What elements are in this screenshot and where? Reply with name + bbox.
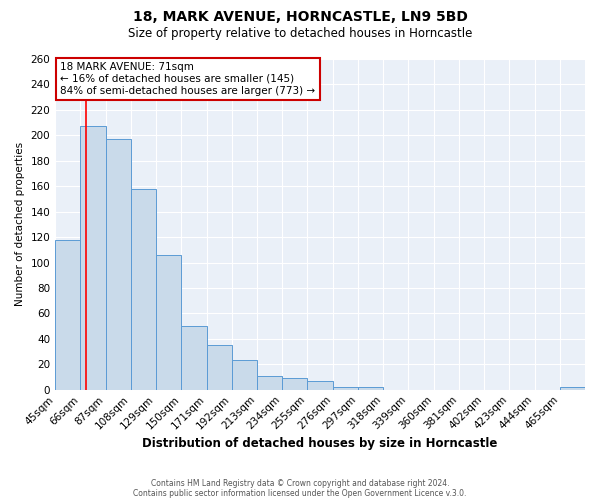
Text: Contains public sector information licensed under the Open Government Licence v.: Contains public sector information licen… [133, 488, 467, 498]
Bar [332, 387, 358, 390]
X-axis label: Distribution of detached houses by size in Horncastle: Distribution of detached houses by size … [142, 437, 498, 450]
Bar [232, 360, 257, 390]
Bar [282, 378, 307, 390]
Text: Contains HM Land Registry data © Crown copyright and database right 2024.: Contains HM Land Registry data © Crown c… [151, 478, 449, 488]
Bar [181, 326, 206, 390]
Bar [156, 255, 181, 390]
Bar [307, 381, 332, 390]
Text: 18 MARK AVENUE: 71sqm
← 16% of detached houses are smaller (145)
84% of semi-det: 18 MARK AVENUE: 71sqm ← 16% of detached … [61, 62, 316, 96]
Text: Size of property relative to detached houses in Horncastle: Size of property relative to detached ho… [128, 28, 472, 40]
Bar [106, 139, 131, 390]
Bar [55, 240, 80, 390]
Y-axis label: Number of detached properties: Number of detached properties [15, 142, 25, 306]
Bar [206, 345, 232, 390]
Bar [131, 188, 156, 390]
Bar [80, 126, 106, 390]
Text: 18, MARK AVENUE, HORNCASTLE, LN9 5BD: 18, MARK AVENUE, HORNCASTLE, LN9 5BD [133, 10, 467, 24]
Bar [257, 376, 282, 390]
Bar [358, 387, 383, 390]
Bar [560, 387, 585, 390]
